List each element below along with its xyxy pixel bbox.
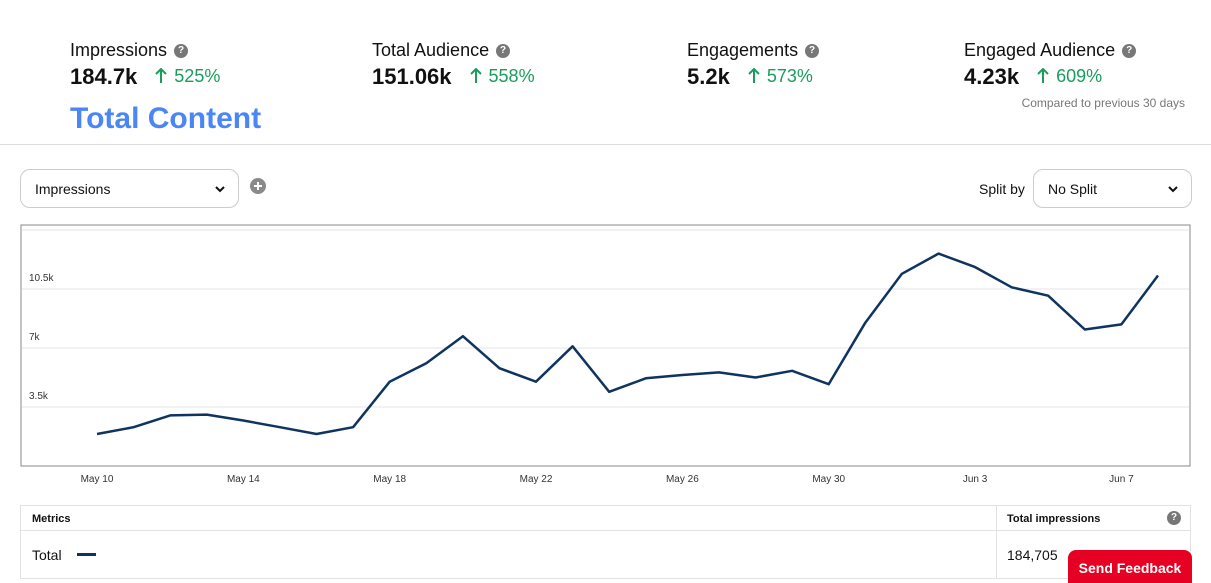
stat-label: Total Audience — [372, 40, 490, 60]
data-point[interactable] — [91, 428, 103, 440]
data-point[interactable] — [1152, 270, 1164, 282]
data-point[interactable] — [1115, 318, 1127, 330]
data-point[interactable] — [859, 317, 871, 329]
col-header-metrics: Metrics — [32, 513, 71, 525]
x-tick-label: May 10 — [81, 474, 114, 485]
table-row-label: Total — [32, 547, 62, 563]
compare-note: Compared to previous 30 days — [1021, 96, 1185, 110]
chevron-down-icon — [1168, 186, 1178, 193]
stat-label: Engaged Audience — [964, 40, 1116, 60]
stat-change: 525% — [155, 66, 220, 87]
section-title: Total Content — [70, 102, 262, 135]
stat-change-value: 525% — [174, 65, 221, 86]
stat-change-value: 573% — [766, 65, 813, 86]
add-metric-button[interactable] — [250, 178, 266, 194]
x-tick-label: May 14 — [227, 474, 260, 485]
data-point[interactable] — [932, 248, 944, 260]
stat-change-value: 609% — [1056, 65, 1103, 86]
split-label: Split by — [979, 181, 1025, 197]
stat-change: 558% — [469, 65, 535, 87]
chart: 3.5k 7k 10.5k 14k May 10 May 14 May 18 May 22 Ma… — [0, 214, 1211, 492]
help-icon[interactable]: ? — [174, 43, 189, 58]
data-point[interactable] — [676, 369, 688, 381]
y-tick-label: 3.5k — [29, 391, 49, 402]
data-point[interactable] — [347, 421, 359, 433]
stat-impressions: Impressions? 184.7k 525% — [70, 40, 220, 90]
col-header-total-impressions: Total impressions — [1007, 513, 1101, 525]
stat-total-audience: Total Audience? 151.06k 558% — [372, 40, 535, 90]
data-point[interactable] — [713, 366, 725, 378]
metric-select-value: Impressions — [35, 180, 111, 197]
x-tick-label: May 22 — [520, 474, 553, 485]
y-tick-label: 14k — [29, 222, 46, 225]
arrow-up-icon — [1037, 68, 1049, 83]
data-point[interactable] — [274, 421, 286, 433]
stat-label: Engagements — [687, 40, 799, 60]
data-point[interactable] — [603, 386, 615, 398]
data-point[interactable] — [1079, 323, 1091, 335]
data-point[interactable] — [457, 330, 469, 342]
data-point[interactable] — [640, 372, 652, 384]
y-tick-label: 7k — [29, 332, 41, 343]
split-select[interactable]: No Split — [1033, 169, 1192, 208]
help-icon[interactable]: ? — [1167, 511, 1181, 525]
stat-change: 609% — [1037, 66, 1102, 87]
arrow-up-icon — [469, 68, 482, 83]
x-tick-label: May 26 — [666, 474, 699, 485]
split-select-value: No Split — [1048, 180, 1098, 197]
chart-frame — [20, 224, 1191, 467]
data-point[interactable] — [1006, 281, 1018, 293]
help-icon[interactable]: ? — [1122, 43, 1137, 58]
data-point[interactable] — [311, 428, 323, 440]
help-icon[interactable]: ? — [496, 43, 511, 58]
series-line-total[interactable] — [96, 252, 1160, 436]
data-point[interactable] — [823, 378, 835, 390]
x-tick-label: Jun 3 — [963, 474, 988, 485]
chevron-down-icon — [215, 186, 225, 193]
metric-select[interactable]: Impressions — [20, 169, 239, 208]
data-point[interactable] — [201, 409, 213, 421]
data-point[interactable] — [164, 409, 176, 421]
x-tick-label: Jun 7 — [1109, 474, 1134, 485]
stat-value: 151.06k — [372, 64, 452, 89]
data-point[interactable] — [420, 357, 432, 369]
data-point[interactable] — [786, 365, 798, 377]
stat-change: 573% — [748, 66, 813, 87]
y-tick-label: 10.5k — [29, 273, 54, 284]
arrow-up-icon — [748, 68, 760, 83]
stat-engaged-audience: Engaged Audience? 4.23k 609% — [964, 40, 1137, 90]
data-point[interactable] — [384, 376, 396, 388]
data-point[interactable] — [969, 261, 981, 273]
metrics-table: Metrics Total impressions ? Total 184,70… — [20, 505, 1191, 579]
stat-label: Impressions — [70, 40, 168, 60]
stat-engagements: Engagements? 5.2k 573% — [687, 40, 820, 90]
series-swatch — [77, 553, 96, 556]
x-tick-label: May 18 — [373, 474, 406, 485]
stat-value: 4.23k — [964, 64, 1020, 89]
data-point[interactable] — [237, 414, 249, 426]
line-chart: 3.5k 7k 10.5k 14k May 10 May 14 May 18 May 22 Ma… — [20, 214, 1191, 485]
stats-header: Impressions? 184.7k 525% Total Audience?… — [0, 0, 1211, 145]
stat-change-value: 558% — [488, 65, 535, 86]
help-icon[interactable]: ? — [805, 43, 820, 58]
arrow-up-icon — [155, 68, 168, 83]
data-point[interactable] — [567, 340, 579, 352]
stat-value: 184.7k — [70, 64, 138, 89]
data-point[interactable] — [530, 376, 542, 388]
stat-value: 5.2k — [687, 64, 730, 89]
x-tick-label: May 30 — [812, 474, 845, 485]
data-point[interactable] — [1042, 290, 1054, 302]
data-point[interactable] — [128, 421, 140, 433]
send-feedback-button[interactable]: Send Feedback — [1068, 550, 1192, 583]
data-point[interactable] — [750, 372, 762, 384]
data-point[interactable] — [493, 362, 505, 374]
table-header — [21, 506, 1190, 531]
column-divider — [996, 506, 997, 578]
data-point[interactable] — [896, 268, 908, 280]
table-row-value: 184,705 — [1007, 547, 1058, 563]
